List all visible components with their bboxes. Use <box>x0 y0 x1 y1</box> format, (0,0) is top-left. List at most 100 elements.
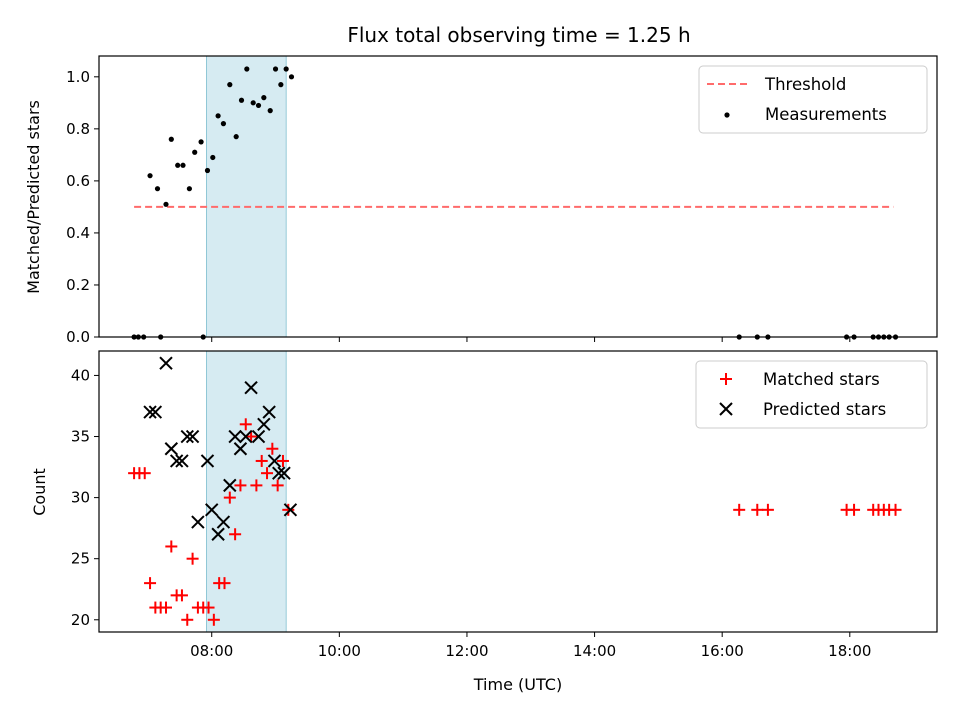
measurement-point <box>255 102 262 109</box>
measurement-point <box>154 186 161 192</box>
measurement-point <box>168 136 174 142</box>
predicted-star-point <box>228 429 242 444</box>
matched-star-point <box>223 491 236 504</box>
measurement-point <box>267 108 273 114</box>
matched-stars-points <box>128 418 902 626</box>
measurement-point <box>204 167 211 174</box>
predicted-star-point <box>175 454 189 468</box>
measurement-point <box>180 162 186 168</box>
legend-threshold-label: Threshold <box>764 75 846 94</box>
measurement-point <box>272 66 279 72</box>
measurement-point <box>288 74 295 80</box>
matched-star-point <box>889 503 902 516</box>
matched-star-point <box>144 577 157 590</box>
matched-star-point <box>165 540 178 553</box>
measurement-point <box>215 113 221 119</box>
y-tick-label: 1.0 <box>66 68 90 86</box>
top-highlight-span <box>206 55 287 338</box>
measurement-point <box>192 149 198 155</box>
matched-star-point <box>250 479 263 492</box>
x-tick-label: 18:00 <box>828 642 871 660</box>
predicted-star-point <box>180 429 194 444</box>
predicted-star-point <box>277 466 291 480</box>
y-tick-label: 35 <box>71 428 90 446</box>
x-tick-label: 12:00 <box>445 642 488 660</box>
legend-matched-label: Matched stars <box>763 370 880 389</box>
measurement-point <box>233 134 239 140</box>
measurement-point <box>238 97 245 103</box>
x-tick-label: 16:00 <box>701 642 744 660</box>
predicted-star-point <box>159 356 173 370</box>
y-tick-label: 0.2 <box>66 276 90 294</box>
predicted-star-point <box>283 503 298 517</box>
predicted-star-point <box>267 454 282 468</box>
top-axes-frame <box>98 55 938 338</box>
matched-star-point <box>276 454 289 467</box>
matched-star-point <box>229 528 242 541</box>
predicted-star-point <box>272 466 286 480</box>
predicted-star-point <box>143 405 157 419</box>
matched-star-point <box>175 589 188 602</box>
top-x-ticks <box>211 337 851 342</box>
top-y-axis-label: Matched/Predicted stars <box>24 100 43 294</box>
measurement-point <box>283 66 289 72</box>
matched-star-point <box>207 613 220 626</box>
matched-star-point <box>218 577 231 590</box>
matched-star-point <box>202 601 215 614</box>
legend-predicted-label: Predicted stars <box>763 400 886 419</box>
y-tick-label: 30 <box>71 489 90 507</box>
x-tick-label: 08:00 <box>190 642 233 660</box>
predicted-star-point <box>148 405 163 419</box>
predicted-star-point <box>216 515 231 529</box>
matched-star-point <box>282 503 295 516</box>
y-tick-label: 0.6 <box>66 172 90 190</box>
measurement-point <box>175 162 181 168</box>
matched-star-point <box>186 552 199 565</box>
measurement-point <box>278 82 284 88</box>
measurement-point <box>198 139 204 145</box>
x-tick-label: 10:00 <box>318 642 361 660</box>
matched-star-point <box>159 601 172 614</box>
legend-measurements-label: Measurements <box>765 105 887 124</box>
matched-star-point <box>181 613 194 626</box>
matched-star-point <box>239 418 252 431</box>
matched-star-point <box>271 479 284 492</box>
top-plot-area: 0.0 0.2 0.4 0.6 0.8 1.0 Matched/Predicted sta… <box>24 55 938 346</box>
y-tick-label: 40 <box>71 366 90 384</box>
measurement-point <box>210 154 216 161</box>
bottom-y-axis-label: Count <box>30 468 49 516</box>
measurement-point <box>250 100 256 106</box>
x-tick-label: 14:00 <box>573 642 616 660</box>
bottom-axes-frame <box>98 350 938 633</box>
predicted-star-point <box>223 478 237 493</box>
predicted-star-point <box>169 454 184 468</box>
y-tick-label: 0.0 <box>66 328 90 346</box>
bottom-y-ticks: 20 25 30 35 40 <box>71 366 99 629</box>
y-tick-label: 20 <box>71 611 90 629</box>
predicted-star-point <box>164 442 179 456</box>
measurement-point <box>244 66 250 72</box>
predicted-star-point <box>257 417 271 432</box>
matched-star-point <box>761 503 774 516</box>
predicted-star-point <box>185 429 200 444</box>
matched-star-point <box>848 503 861 516</box>
predicted-star-point <box>244 380 258 395</box>
matched-star-point <box>733 503 746 516</box>
matched-star-point <box>751 503 764 516</box>
top-legend: Threshold Measurements <box>698 65 928 134</box>
predicted-stars-points <box>143 356 298 541</box>
bottom-legend: Matched stars Predicted stars <box>695 360 928 429</box>
predicted-star-point <box>211 527 225 541</box>
legend-measurements-swatch <box>724 112 730 118</box>
matched-star-point <box>255 454 268 467</box>
matched-star-point <box>138 467 151 480</box>
predicted-star-point <box>251 429 266 444</box>
measurement-point <box>220 121 227 127</box>
legend-matched-swatch <box>720 373 732 385</box>
predicted-star-point <box>200 454 215 468</box>
matched-star-point <box>266 442 279 455</box>
matched-star-point <box>261 467 274 480</box>
predicted-star-point <box>191 515 205 529</box>
legend-predicted-swatch <box>719 402 733 416</box>
